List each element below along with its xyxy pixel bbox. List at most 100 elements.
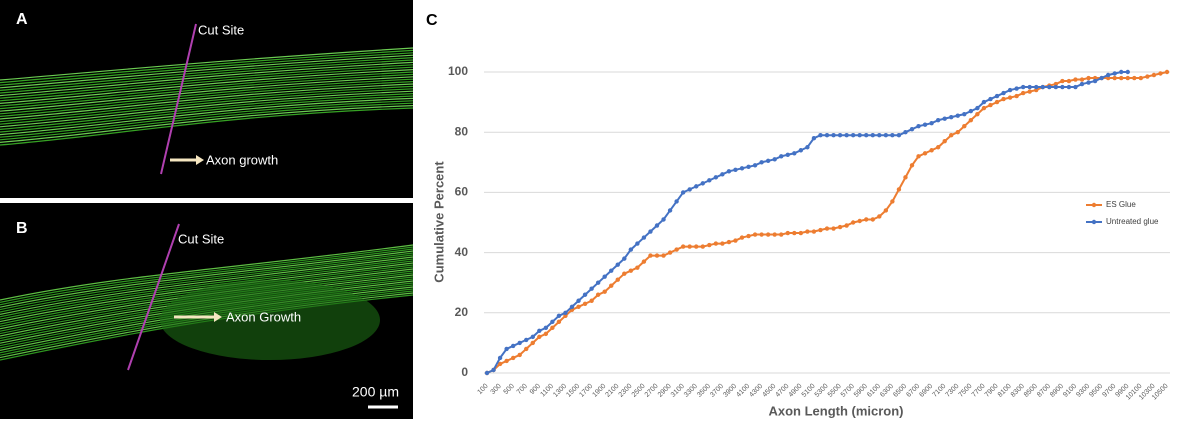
- data-point: [491, 367, 496, 373]
- data-point: [1027, 84, 1032, 90]
- fiber: [0, 95, 414, 133]
- data-point: [582, 292, 588, 297]
- x-tick-label: 6500: [892, 383, 908, 399]
- data-point: [837, 133, 843, 138]
- x-tick-label: 3300: [683, 383, 699, 399]
- x-tick-label: 2500: [631, 383, 647, 399]
- data-point: [635, 241, 640, 246]
- data-point: [752, 232, 758, 237]
- data-point: [733, 167, 738, 173]
- data-point: [1086, 80, 1091, 85]
- data-point: [1034, 84, 1039, 90]
- data-point: [837, 224, 843, 230]
- data-point: [949, 114, 954, 120]
- data-point: [622, 256, 627, 261]
- data-point: [746, 233, 751, 239]
- data-point: [1151, 72, 1157, 78]
- x-tick-label: 7500: [958, 383, 974, 399]
- data-point: [1040, 84, 1045, 90]
- x-tick-label: 4700: [775, 383, 791, 399]
- x-tick-label: 9500: [1088, 383, 1104, 399]
- data-point: [680, 244, 686, 249]
- data-point: [1079, 77, 1085, 82]
- data-point: [1034, 87, 1039, 93]
- x-tick-label: 4100: [735, 383, 751, 399]
- data-point: [883, 208, 889, 213]
- data-point: [994, 93, 1000, 99]
- data-point: [1119, 69, 1124, 75]
- data-point: [890, 133, 895, 138]
- data-point: [831, 226, 836, 231]
- data-point: [850, 133, 856, 138]
- data-point: [700, 181, 705, 186]
- x-tick-label: 5900: [853, 383, 869, 399]
- data-point: [739, 235, 745, 240]
- fiber: [0, 83, 414, 120]
- fiber: [0, 105, 414, 143]
- data-point: [556, 313, 562, 319]
- data-point: [1132, 75, 1137, 81]
- cut-line-b: [127, 223, 180, 371]
- y-tick-label: 80: [455, 124, 469, 138]
- x-tick-label: 5500: [827, 383, 843, 399]
- panel-label: C: [426, 12, 438, 29]
- x-tick-label: 7300: [945, 383, 961, 399]
- data-point: [746, 164, 751, 170]
- data-point: [700, 244, 705, 249]
- scale-label: 200 µm: [352, 384, 399, 400]
- data-point: [550, 319, 555, 325]
- y-tick-label: 60: [455, 185, 469, 199]
- y-tick-label: 40: [455, 245, 469, 259]
- data-point: [484, 370, 490, 376]
- data-point: [733, 238, 738, 243]
- data-point: [589, 286, 594, 291]
- data-point: [988, 102, 993, 108]
- data-point: [831, 133, 836, 138]
- data-point: [811, 229, 817, 234]
- fiber: [0, 102, 414, 141]
- data-point: [707, 242, 712, 248]
- data-point: [497, 355, 503, 361]
- cut-line-a: [160, 23, 197, 175]
- data-point: [504, 358, 509, 364]
- x-tick-label: 8700: [1036, 383, 1052, 399]
- data-point: [609, 283, 614, 288]
- data-point: [792, 230, 797, 236]
- fiber: [0, 69, 414, 104]
- data-point: [935, 117, 941, 123]
- data-point: [883, 133, 889, 138]
- data-point: [909, 126, 915, 132]
- x-tick-label: 100: [477, 383, 490, 396]
- data-point: [576, 304, 581, 309]
- data-point: [543, 331, 549, 337]
- data-point: [1112, 71, 1117, 76]
- data-point: [641, 235, 647, 240]
- fiber: [0, 260, 414, 320]
- data-point: [537, 334, 542, 340]
- data-point: [537, 328, 542, 334]
- x-tick-label: 1700: [578, 383, 594, 399]
- data-point: [1066, 84, 1072, 90]
- data-point: [850, 220, 856, 225]
- data-point: [962, 111, 967, 117]
- data-point: [1007, 95, 1013, 100]
- data-point: [687, 187, 692, 192]
- data-point: [726, 169, 732, 174]
- fiber: [0, 250, 414, 308]
- data-point: [713, 175, 719, 180]
- data-point: [517, 352, 522, 358]
- data-point: [667, 250, 673, 255]
- data-point: [582, 301, 588, 306]
- x-tick-label: 4300: [748, 383, 764, 399]
- data-point: [798, 148, 804, 153]
- x-tick-label: 9700: [1101, 383, 1117, 399]
- data-point: [1086, 75, 1091, 81]
- x-tick-label: 2900: [657, 383, 673, 399]
- data-point: [779, 232, 784, 237]
- legend-label: ES Glue: [1106, 200, 1136, 209]
- data-point: [550, 325, 555, 331]
- x-tick-label: 700: [516, 383, 529, 396]
- data-point: [713, 241, 719, 246]
- legend-label: Untreated glue: [1106, 217, 1159, 226]
- data-point: [824, 226, 830, 231]
